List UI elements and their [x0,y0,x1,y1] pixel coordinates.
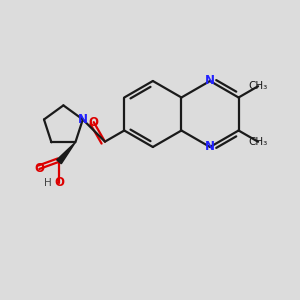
Text: CH₃: CH₃ [248,81,268,91]
Text: O: O [34,163,44,176]
Text: N: N [205,140,215,154]
Text: H: H [44,178,52,188]
Text: O: O [89,116,99,129]
Text: O: O [54,176,64,189]
Text: N: N [78,113,88,126]
Polygon shape [57,142,75,164]
Text: CH₃: CH₃ [248,137,268,147]
Text: N: N [205,74,215,88]
